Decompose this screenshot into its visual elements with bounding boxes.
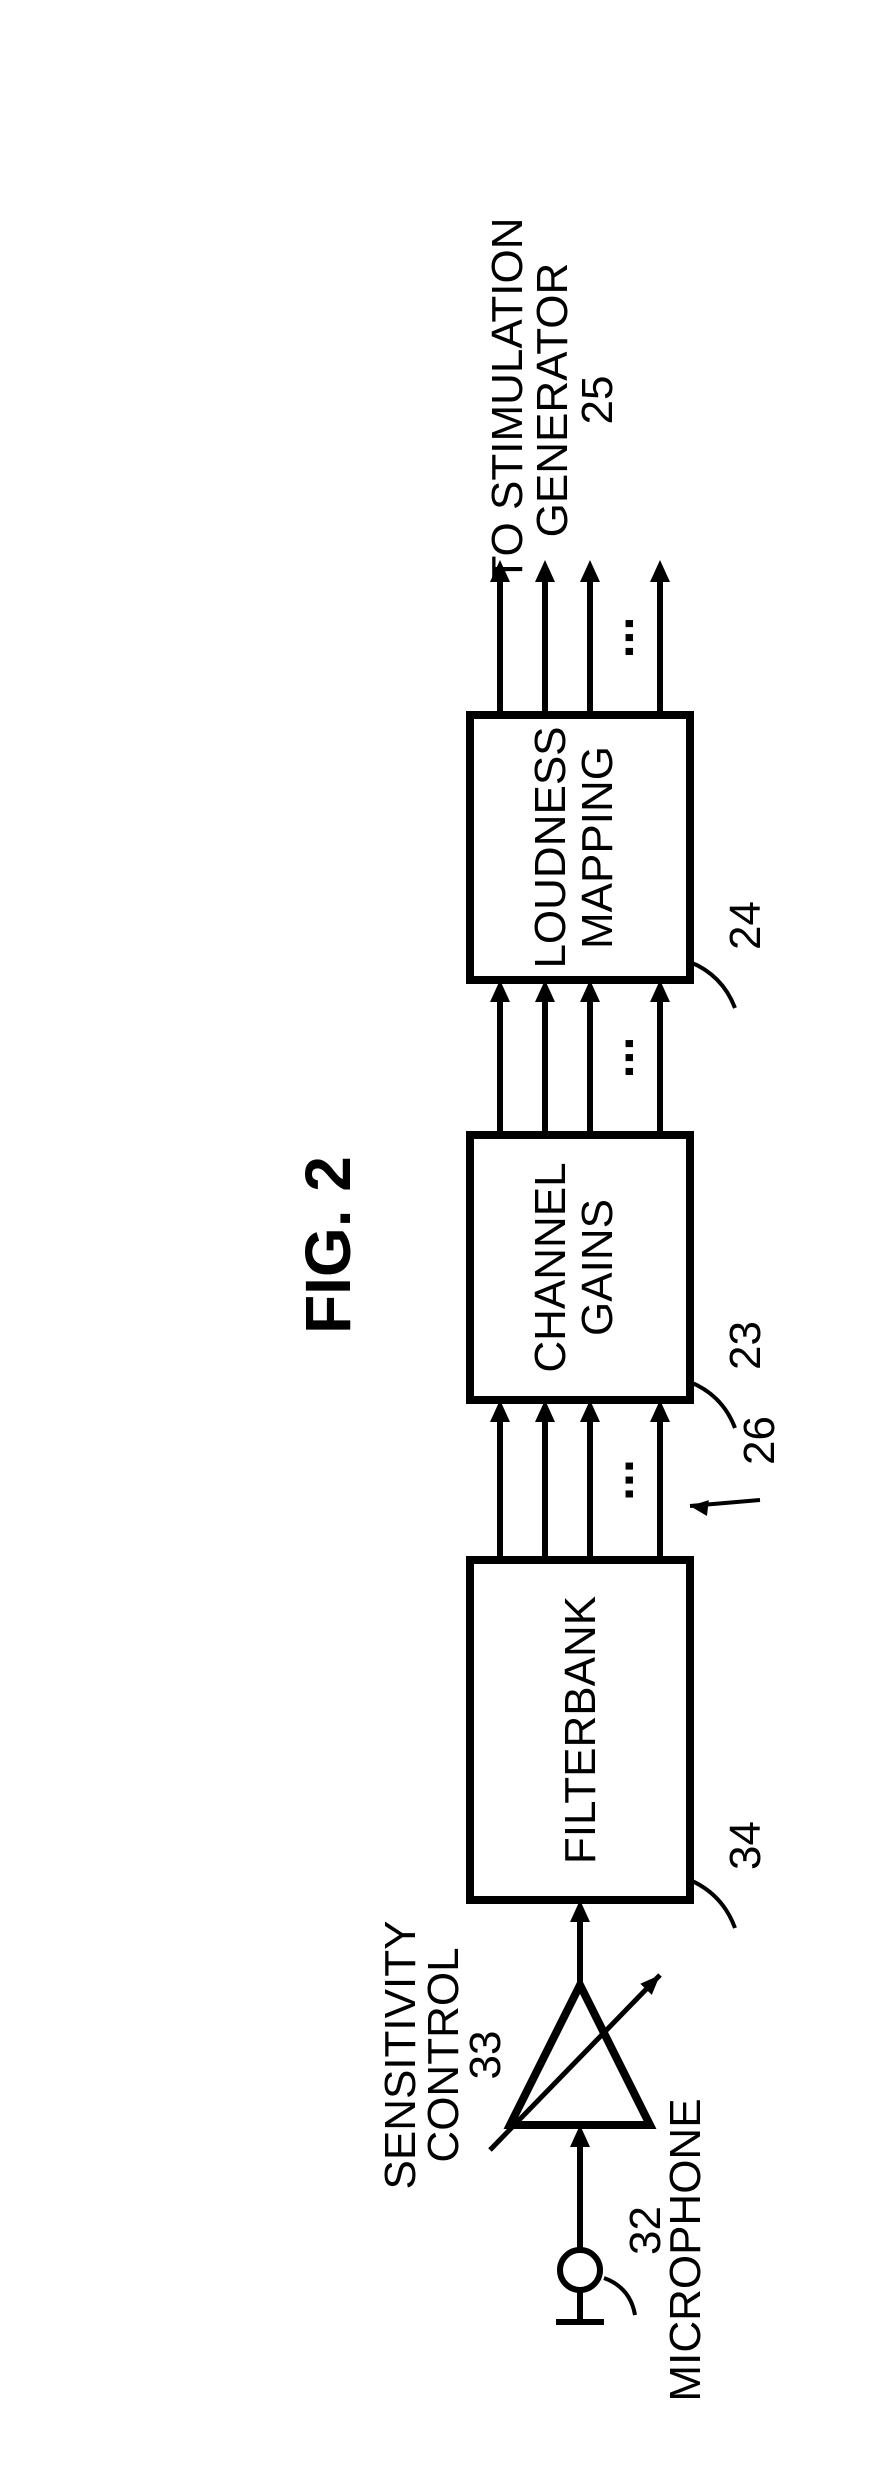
output-ref: 25	[573, 376, 622, 425]
loudness-mapping-label-1: LOUDNESS	[526, 726, 575, 968]
bus-ref-leader-head	[690, 1500, 709, 1516]
sensitivity-ref: 33	[461, 2031, 510, 2080]
channel-gains-label-2: GAINS	[573, 1199, 622, 1336]
cg-ref-leader	[690, 1382, 735, 1428]
output-label-1: TO STIMULATION	[483, 217, 532, 582]
microphone-icon	[560, 2250, 600, 2290]
loudness-mapping-label-2: MAPPING	[573, 746, 622, 949]
channel-gains-ref: 23	[721, 1321, 770, 1370]
figure-canvas: FIG. 2MICROPHONE32SENSITIVITYCONTROL33FI…	[0, 0, 883, 2485]
bus-ref-26: 26	[735, 1416, 784, 1465]
filterbank-ref: 34	[721, 1821, 770, 1870]
filterbank-label: FILTERBANK	[556, 1596, 605, 1864]
arrow-lm-out-2-head	[580, 560, 600, 582]
ellipsis-cg-lm: ...	[588, 1037, 644, 1079]
ellipsis-fb-cg: ...	[588, 1459, 644, 1501]
arrow-lm-out-1-head	[535, 560, 555, 582]
channel-gains-label-1: CHANNEL	[526, 1162, 575, 1372]
ellipsis-lm-out: ...	[588, 617, 644, 659]
lm-ref-leader	[690, 962, 735, 1008]
arrow-lm-out-3-head	[650, 560, 670, 582]
mic-ref-leader	[604, 2278, 635, 2315]
figure-title: FIG. 2	[292, 1156, 364, 1334]
filterbank-ref-leader	[690, 1880, 735, 1928]
output-label-2: GENERATOR	[528, 263, 577, 538]
loudness-mapping-ref: 24	[721, 901, 770, 950]
microphone-ref: 32	[621, 2206, 670, 2255]
sensitivity-label-1: SENSITIVITY	[376, 1921, 425, 2190]
